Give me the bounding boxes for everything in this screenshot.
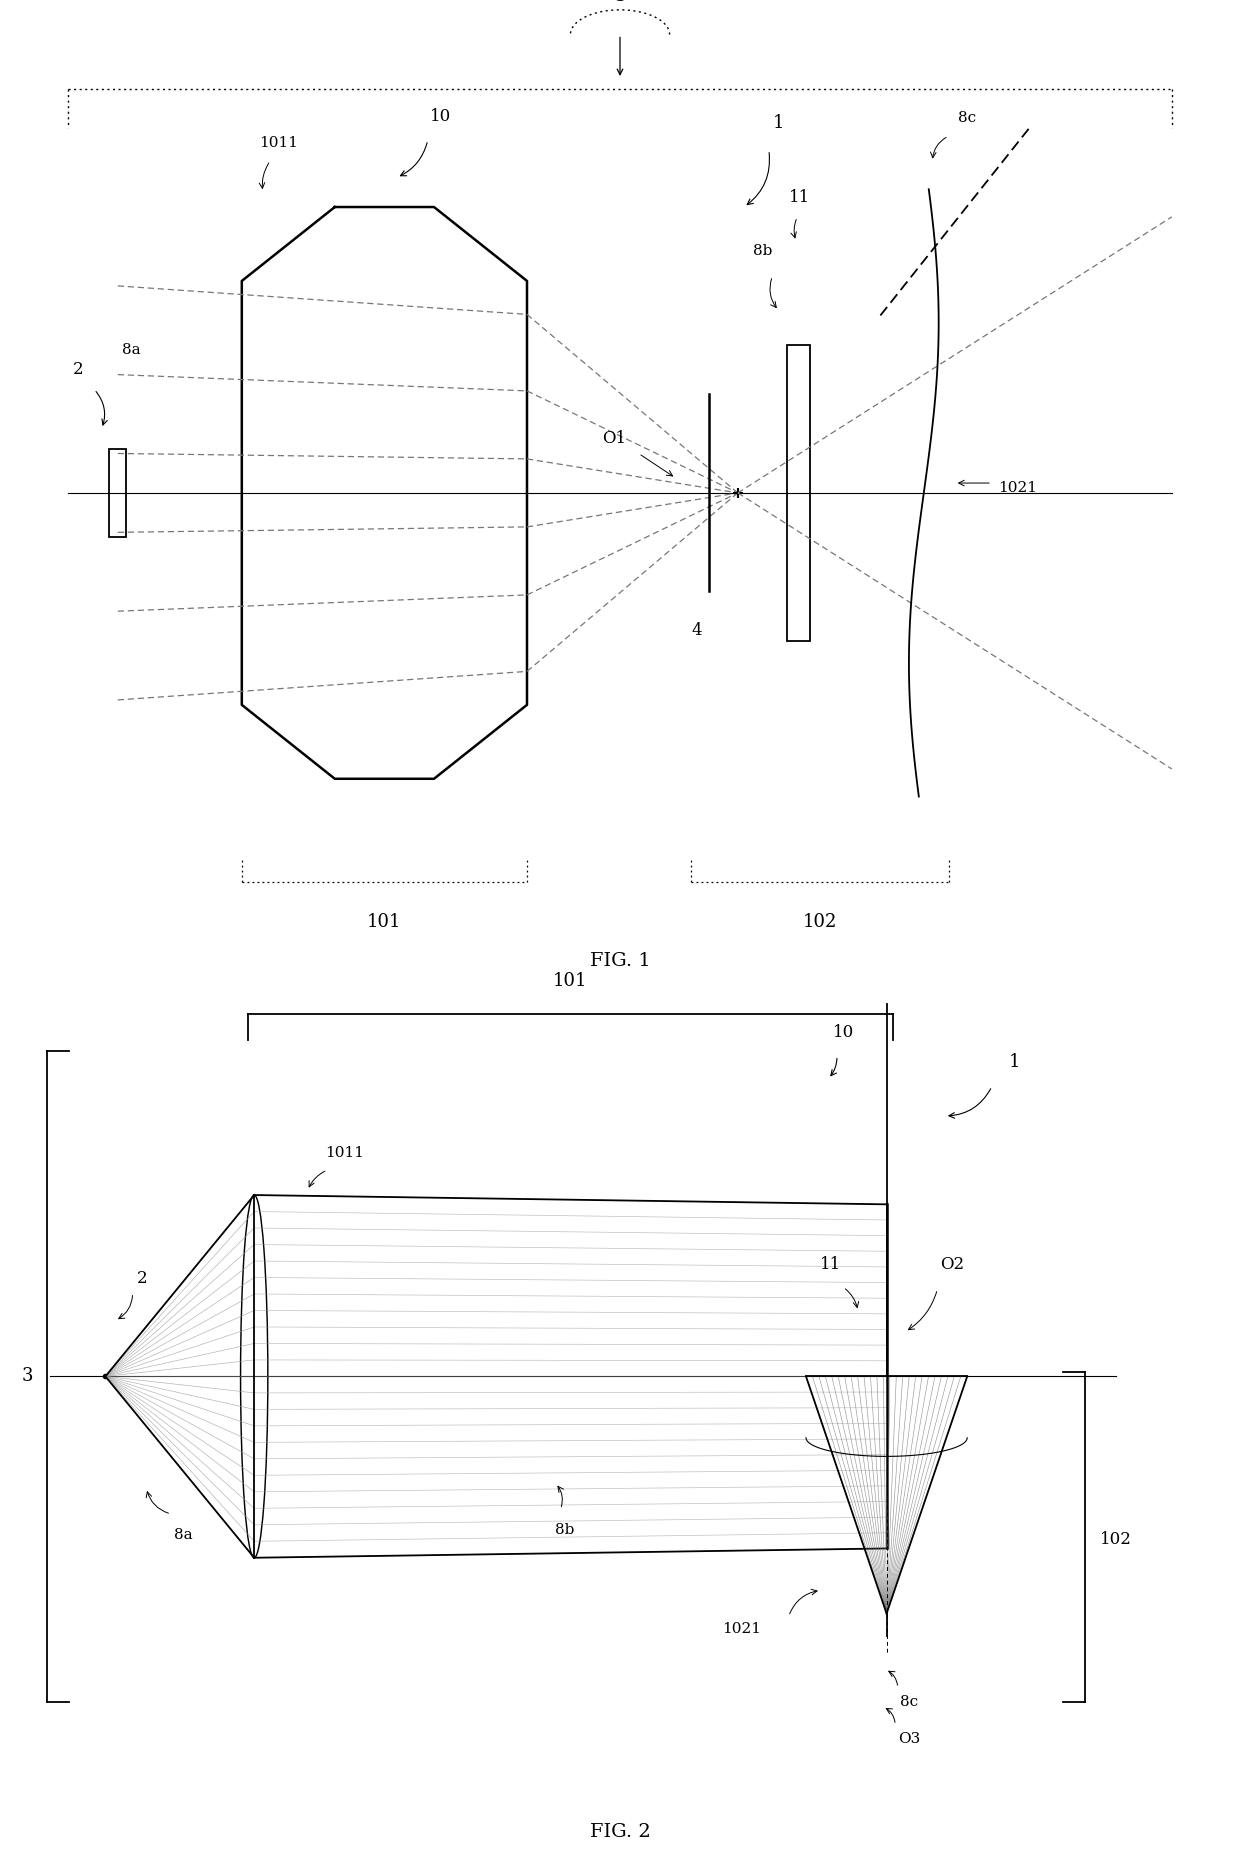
Text: 2: 2 (138, 1270, 148, 1287)
Text: O3: O3 (898, 1732, 920, 1747)
Text: 102: 102 (1100, 1531, 1132, 1548)
Text: FIG. 1: FIG. 1 (590, 952, 650, 971)
Text: 4: 4 (692, 623, 702, 640)
Text: 1: 1 (1008, 1053, 1021, 1071)
Text: 102: 102 (802, 913, 837, 930)
Text: 10: 10 (429, 108, 451, 125)
Text: 8b: 8b (753, 244, 773, 259)
Text: 1: 1 (773, 113, 785, 132)
Text: 3: 3 (21, 1367, 33, 1386)
Text: 1011: 1011 (325, 1146, 365, 1161)
Text: 10: 10 (832, 1023, 854, 1042)
Text: 2: 2 (73, 361, 83, 378)
Bar (787, 346, 810, 642)
Text: 8b: 8b (554, 1523, 574, 1536)
Text: 11: 11 (789, 188, 811, 206)
Text: O1: O1 (601, 430, 626, 446)
Text: 1021: 1021 (722, 1622, 761, 1637)
Text: 8c: 8c (900, 1694, 918, 1709)
Text: 8c: 8c (959, 112, 976, 125)
Text: O2: O2 (940, 1256, 965, 1274)
Bar (109, 448, 126, 538)
Text: 8a: 8a (122, 342, 140, 357)
Text: 1021: 1021 (998, 482, 1037, 495)
Text: FIG. 2: FIG. 2 (590, 1823, 650, 1841)
Text: 3: 3 (614, 0, 626, 6)
Text: 101: 101 (367, 913, 402, 930)
Text: 1011: 1011 (259, 136, 299, 151)
Text: 8a: 8a (174, 1527, 193, 1542)
Text: 101: 101 (553, 973, 588, 990)
Text: 11: 11 (820, 1256, 842, 1274)
